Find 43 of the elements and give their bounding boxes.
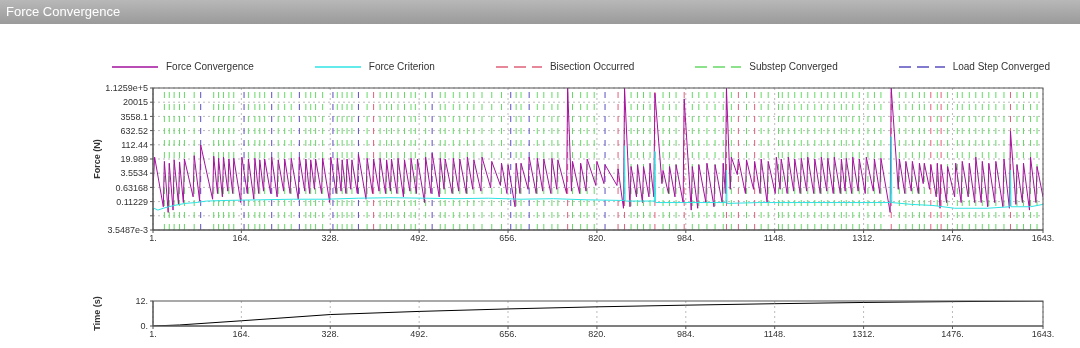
x-tick-label: 984. [677, 329, 695, 340]
y-tick-label: 20015 [122, 97, 148, 108]
x-tick-label: 656. [499, 329, 517, 340]
x-tick-label: 1. [149, 233, 157, 244]
x-tick-label: 1. [149, 329, 157, 340]
chart-title: Force Convergence [0, 0, 1080, 24]
x-tick-label: 1148. [763, 329, 786, 340]
y-tick-label: 112.44 [121, 140, 148, 150]
x-tick-label: 1476. [941, 233, 964, 244]
y-tick-label: 3.5487e-3 [107, 225, 148, 236]
x-tick-label: 328. [321, 329, 340, 340]
x-tick-label: 492. [410, 233, 428, 244]
x-tick-label: 1312. [852, 329, 875, 340]
x-tick-label: 164. [232, 233, 251, 244]
line-series [153, 136, 1043, 211]
y-tick-label: 12. [135, 296, 148, 307]
x-tick-label: 1312. [852, 233, 875, 244]
x-tick-label: 492. [410, 329, 428, 340]
y-tick-label: 19.989 [120, 154, 148, 165]
legend-label: Substep Converged [749, 61, 838, 72]
x-tick-label: 1476. [941, 329, 964, 340]
x-tick-label: 1148. [763, 233, 786, 244]
y-tick-label: 632.52 [120, 125, 148, 136]
x-tick-label: 164. [232, 329, 251, 340]
x-tick-label: 328. [321, 233, 340, 244]
y-tick-label: 0.63168 [115, 182, 148, 193]
y-tick-label: 0.11229 [116, 196, 148, 207]
y-axis-title: Time (s) [92, 296, 103, 331]
legend-label: Force Criterion [368, 61, 435, 72]
legend-label: Bisection Occurred [549, 61, 635, 72]
x-tick-label: 1643. [1031, 329, 1055, 340]
y-tick-label: 3.5534 [120, 168, 148, 179]
x-tick-label: 820. [588, 329, 606, 340]
x-tick-label: 656. [499, 233, 517, 244]
y-tick-label: 3558.1 [120, 111, 148, 122]
legend-label: Load Step Converged [952, 61, 1050, 72]
x-tick-label: 984. [677, 233, 695, 244]
x-tick-label: 820. [588, 233, 606, 244]
y-axis-title: Force (N) [92, 139, 103, 179]
x-tick-label: 1643. [1031, 233, 1055, 244]
legend-label: Force Convergence [166, 61, 254, 72]
y-tick-label: 0. [140, 321, 148, 332]
y-tick-label: 1.1259e+5 [105, 83, 148, 94]
